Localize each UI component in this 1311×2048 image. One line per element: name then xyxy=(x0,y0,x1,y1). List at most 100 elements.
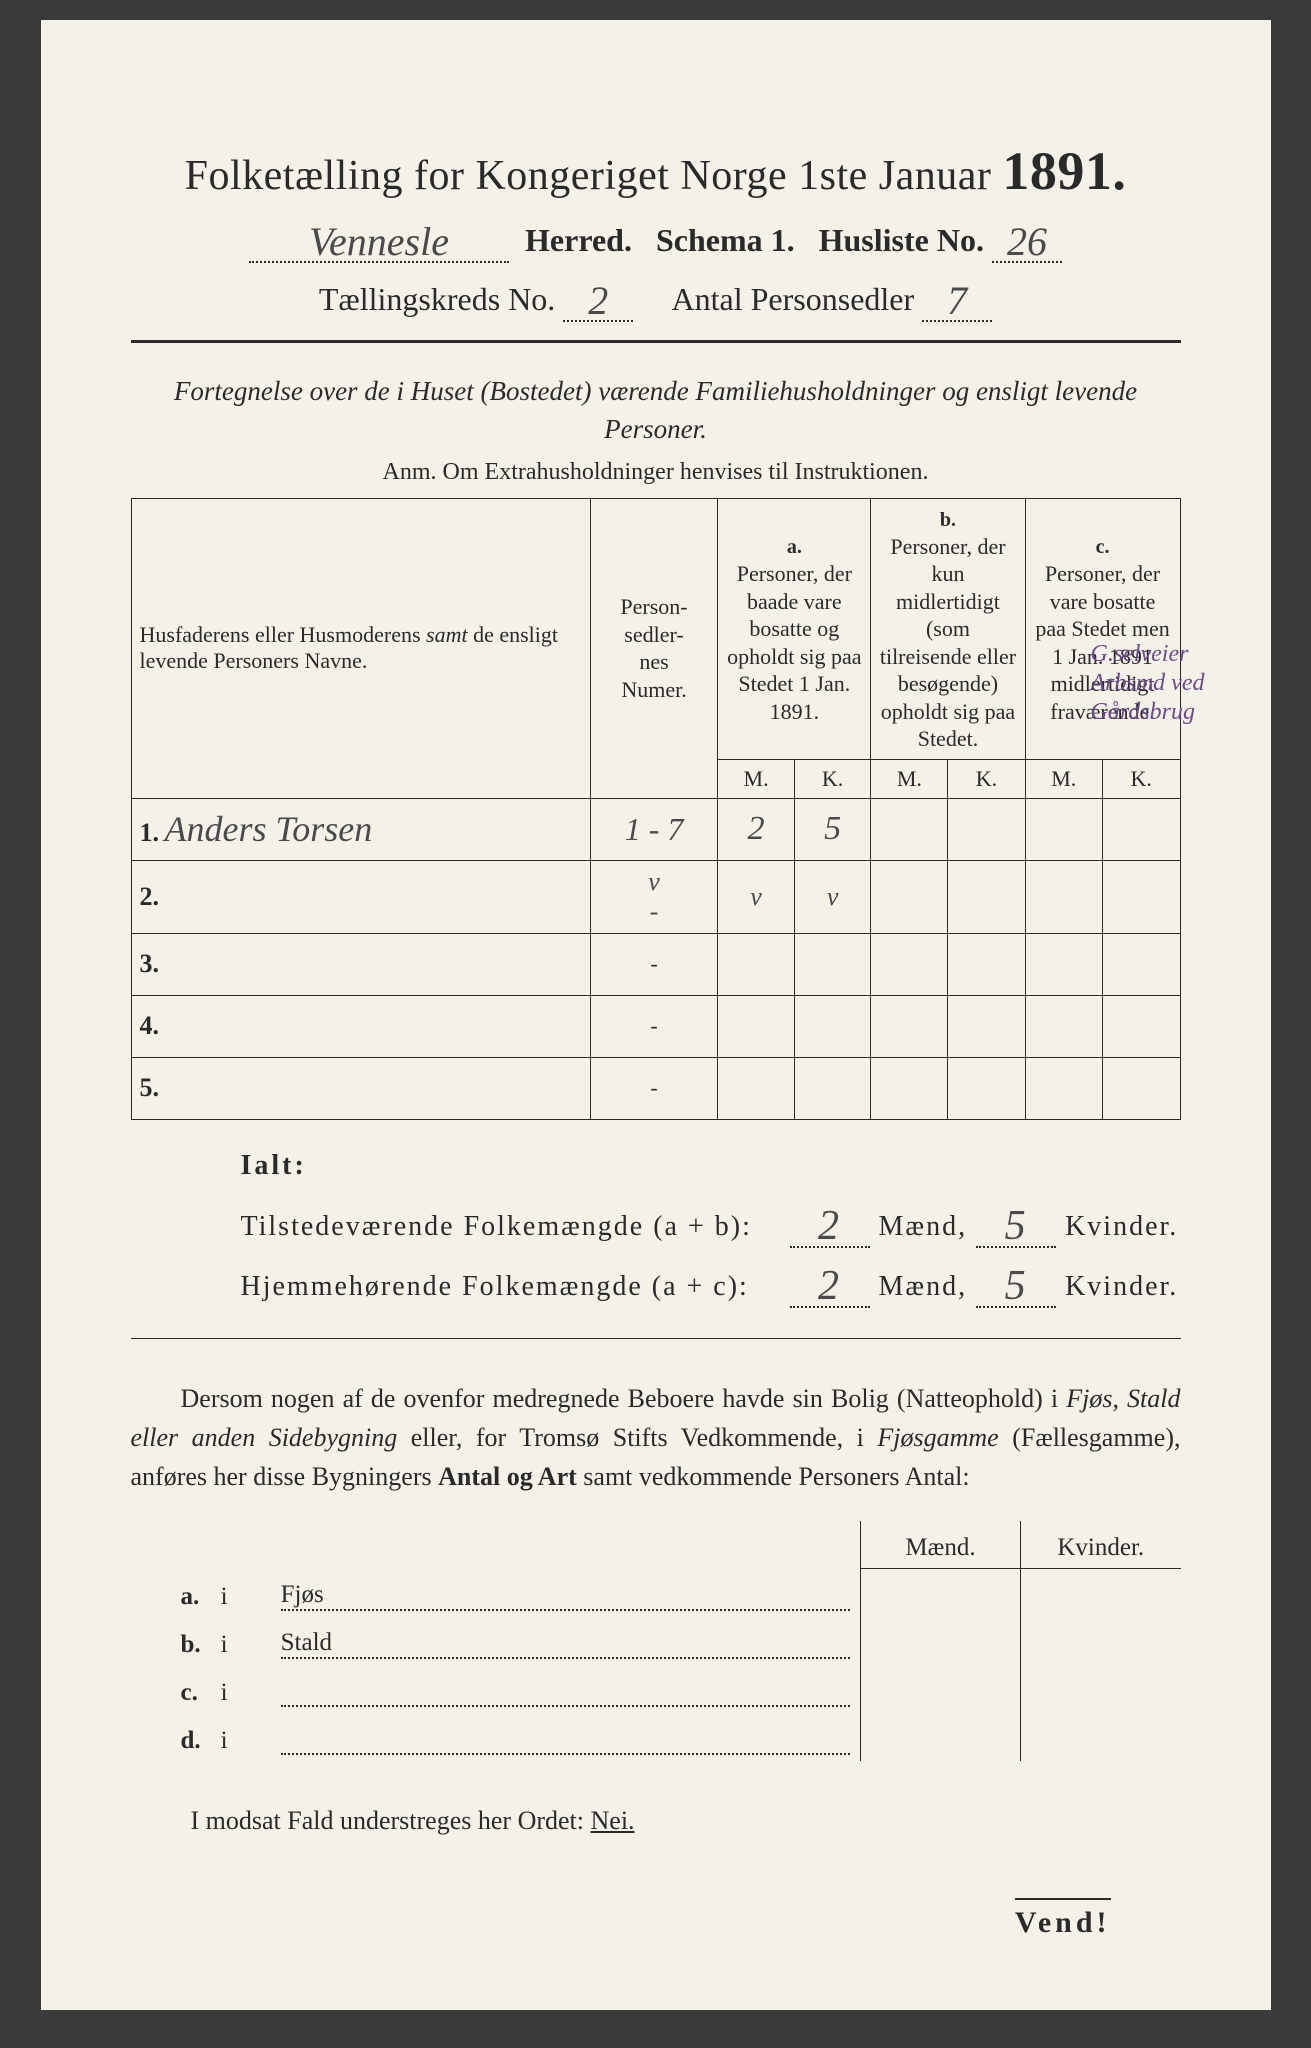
lower-label-cell: Stald xyxy=(271,1617,861,1665)
col-a-k: K. xyxy=(794,759,871,798)
lower-table-wrap: Mænd. Kvinder. a. i Fjøs b. i Stald c. i xyxy=(131,1521,1181,1761)
kvinder-label: Kvinder. xyxy=(1065,1211,1178,1242)
lower-label-cell xyxy=(271,1665,861,1713)
line1-m: 2 xyxy=(818,1203,841,1249)
line2-m: 2 xyxy=(818,1263,841,1309)
lower-m xyxy=(861,1665,1021,1713)
cell-ak: v xyxy=(794,860,871,933)
antal-value: 7 xyxy=(947,278,967,323)
ialt-label: Ialt: xyxy=(241,1150,1181,1182)
cell-cm xyxy=(1025,860,1102,933)
husliste-field: 26 xyxy=(992,214,1062,263)
col-b-head: b. Personer, der kun midlertidigt (som t… xyxy=(871,498,1025,759)
para-t1: Dersom nogen af de ovenfor medregnede Be… xyxy=(181,1384,1067,1413)
divider-2 xyxy=(131,1338,1181,1339)
cell-cm xyxy=(1025,798,1102,860)
cell-bm xyxy=(871,995,948,1057)
line1-k: 5 xyxy=(1005,1203,1028,1249)
lower-k xyxy=(1021,1665,1181,1713)
subtitle: Fortegnelse over de i Huset (Bostedet) v… xyxy=(131,373,1181,449)
lower-m xyxy=(861,1713,1021,1761)
lower-row: b. i Stald xyxy=(131,1617,1181,1665)
col-a-m: M. xyxy=(718,759,795,798)
instruction-paragraph: Dersom nogen af de ovenfor medregnede Be… xyxy=(131,1379,1181,1496)
cell-bm xyxy=(871,933,948,995)
cell-bk xyxy=(948,995,1025,1057)
table-body: 1. Anders Torsen 1 - 7 2 5 2. v - v v xyxy=(131,798,1180,1119)
footer-line: I modsat Fald understreges her Ordet: Ne… xyxy=(191,1806,1181,1836)
anm-note: Anm. Om Extrahusholdninger henvises til … xyxy=(131,459,1181,486)
title-prefix: Folketælling for Kongeriget Norge 1ste J… xyxy=(185,153,992,199)
title-year: 1891. xyxy=(1002,141,1126,201)
divider xyxy=(131,340,1181,343)
totals-line-1: Tilstedeværende Folkemængde (a + b): 2 M… xyxy=(241,1198,1181,1248)
cell-ck xyxy=(1103,860,1181,933)
header-line-3: Tællingskreds No. 2 Antal Personsedler 7 xyxy=(131,273,1181,322)
line2-k-field: 5 xyxy=(976,1258,1056,1308)
lower-k xyxy=(1021,1569,1181,1617)
kreds-field: 2 xyxy=(563,273,633,322)
cell-ak xyxy=(794,933,871,995)
lower-m xyxy=(861,1617,1021,1665)
lower-m xyxy=(861,1569,1021,1617)
cell-bk xyxy=(948,798,1025,860)
cell-cm xyxy=(1025,995,1102,1057)
building-table: Mænd. Kvinder. a. i Fjøs b. i Stald c. i xyxy=(131,1521,1181,1761)
schema-label: Schema 1. xyxy=(656,222,795,258)
cell-cm xyxy=(1025,933,1102,995)
cell-ck xyxy=(1103,995,1181,1057)
lower-row: a. i Fjøs xyxy=(131,1569,1181,1617)
herred-value: Vennesle xyxy=(309,219,449,264)
col-c-m: M. xyxy=(1025,759,1102,798)
col-c-k: K. xyxy=(1103,759,1181,798)
row-num-val: v - xyxy=(590,860,718,933)
cell-bm xyxy=(871,1057,948,1119)
dots xyxy=(281,1753,850,1755)
antal-label: Antal Personsedler xyxy=(672,281,915,317)
lower-row: c. i xyxy=(131,1665,1181,1713)
herred-label: Herred. xyxy=(525,222,632,258)
line2-m-field: 2 xyxy=(790,1258,870,1308)
col-names: Husfaderens eller Husmoderens samt de en… xyxy=(131,498,590,798)
para-t2: eller, for Tromsø Stifts Vedkommende, i xyxy=(397,1423,877,1452)
footer-nei: Nei. xyxy=(591,1806,635,1835)
husliste-value: 26 xyxy=(1007,219,1047,264)
line1-label: Tilstedeværende Folkemængde (a + b): xyxy=(241,1211,781,1243)
cell-bk xyxy=(948,933,1025,995)
cell-ak xyxy=(794,1057,871,1119)
para-t4: samt vedkommende Personers Antal: xyxy=(577,1462,970,1491)
col-b-letter: b. xyxy=(940,509,956,531)
main-title: Folketælling for Kongeriget Norge 1ste J… xyxy=(131,140,1181,202)
row-name: Anders Torsen xyxy=(165,809,373,849)
kreds-value: 2 xyxy=(588,278,608,323)
lower-i: i xyxy=(211,1569,271,1617)
lower-label: Fjøs xyxy=(281,1581,324,1608)
row-num-val: - xyxy=(590,995,718,1057)
col-b-k: K. xyxy=(948,759,1025,798)
cell-ck xyxy=(1103,1057,1181,1119)
kreds-label: Tællingskreds No. xyxy=(319,281,555,317)
lower-head-k: Kvinder. xyxy=(1021,1521,1181,1569)
lower-letter: b. xyxy=(131,1617,211,1665)
col-a-head: a. Personer, der baade vare bosatte og o… xyxy=(718,498,871,759)
cell-bk xyxy=(948,1057,1025,1119)
footer-text: I modsat Fald understreges her Ordet: xyxy=(191,1806,591,1835)
col-c-letter: c. xyxy=(1096,536,1110,558)
row-num-val: - xyxy=(590,933,718,995)
col-a-text: Personer, der baade vare bosatte og opho… xyxy=(727,561,861,724)
census-form-page: Folketælling for Kongeriget Norge 1ste J… xyxy=(41,20,1271,2010)
col-a-letter: a. xyxy=(787,536,802,558)
antal-field: 7 xyxy=(922,273,992,322)
margin-annotation: G.selveier Arbsmd ved Gårdsbrug xyxy=(1091,640,1231,726)
line2-label: Hjemmehørende Folkemængde (a + c): xyxy=(241,1271,781,1303)
cell-am: 2 xyxy=(718,798,795,860)
cell-bm xyxy=(871,860,948,933)
line1-m-field: 2 xyxy=(790,1198,870,1248)
row-num: 3. xyxy=(140,949,160,978)
lower-label-cell: Fjøs xyxy=(271,1569,861,1617)
row-num: 1. xyxy=(140,818,160,847)
line1-k-field: 5 xyxy=(976,1198,1056,1248)
cell-am xyxy=(718,1057,795,1119)
table-row: 5. - xyxy=(131,1057,1180,1119)
totals-line-2: Hjemmehørende Folkemængde (a + c): 2 Mæn… xyxy=(241,1258,1181,1308)
